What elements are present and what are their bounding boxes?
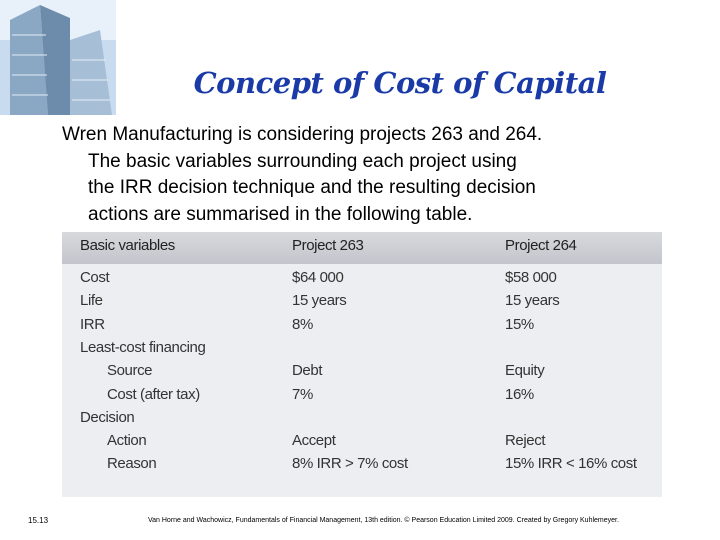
group-label: Least-cost financing [80, 338, 206, 356]
cell-value: 15 years [292, 292, 347, 310]
cell-value: Reject [505, 432, 546, 450]
cell-value: 7% [292, 385, 313, 403]
header-cell: Project 264 [505, 237, 577, 254]
cell-value: 15 years [505, 292, 560, 310]
row-label: Cost (after tax) [107, 385, 200, 403]
row-label: IRR [80, 315, 105, 333]
cell-value: $58 000 [505, 269, 557, 286]
cell-value: 8% [292, 315, 313, 333]
table-header: Basic variables Project 263 Project 264 [62, 232, 662, 264]
header-cell: Project 263 [292, 237, 364, 254]
cell-value: Equity [505, 362, 545, 380]
paragraph-line: Wren Manufacturing is considering projec… [62, 124, 543, 145]
paragraph-line: the IRR decision technique and the resul… [88, 177, 536, 198]
slide-title: Concept of Cost of Capital [193, 66, 607, 100]
building-photo [0, 0, 116, 115]
citation: Van Horne and Wachowicz, Fundamentals of… [148, 517, 619, 524]
cell-value: 15% IRR < 16% cost [505, 455, 637, 473]
table: Basic variables Project 263 Project 264 Co… [62, 232, 662, 497]
cell-value: 16% [505, 385, 534, 403]
cell-value: Debt [292, 362, 323, 380]
row-label: Reason [107, 455, 157, 473]
header-cell: Basic variables [80, 237, 175, 254]
cell-value: 15% [505, 315, 534, 333]
cell-value: 8% IRR > 7% cost [292, 455, 408, 473]
group-label: Decision [80, 408, 135, 426]
page-number: 15.13 [28, 516, 49, 525]
row-label: Action [107, 432, 147, 450]
paragraph-line: The basic variables surrounding each pro… [88, 150, 517, 172]
paragraph-line: actions are summarised in the following … [88, 203, 473, 225]
cell-value: Accept [292, 432, 336, 450]
row-label: Life [80, 292, 103, 310]
cell-value: $64 000 [292, 269, 344, 286]
row-label: Cost [80, 269, 110, 286]
row-label: Source [107, 362, 153, 380]
